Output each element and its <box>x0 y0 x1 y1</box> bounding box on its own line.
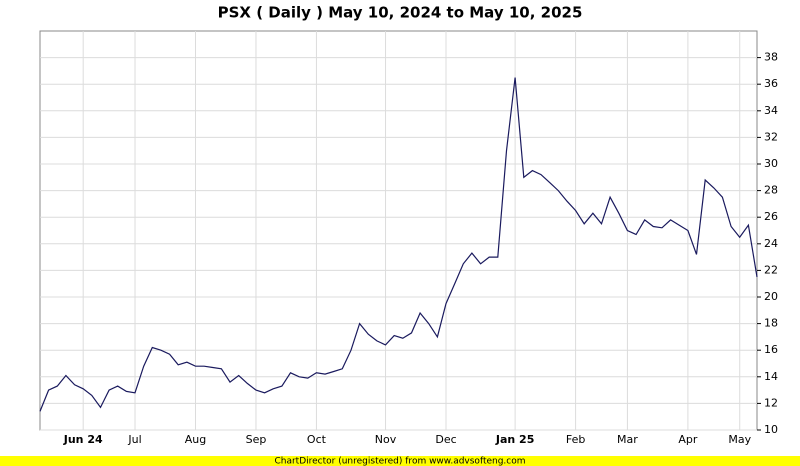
y-tick-label: 22 <box>764 263 778 276</box>
y-tick-label: 30 <box>764 157 778 170</box>
y-tick-label: 24 <box>764 237 778 250</box>
footer: ChartDirector (unregistered) from www.ad… <box>274 457 525 466</box>
chart-title: PSX ( Daily ) May 10, 2024 to May 10, 20… <box>218 4 583 22</box>
y-tick-label: 18 <box>764 317 778 330</box>
y-tick-label: 16 <box>764 343 778 356</box>
x-tick-label: Apr <box>678 433 698 446</box>
x-tick-label: Nov <box>375 433 397 446</box>
x-tick-label: Sep <box>246 433 267 446</box>
x-tick-label: Feb <box>566 433 585 446</box>
plot-area <box>39 30 758 431</box>
y-tick-label: 10 <box>764 423 778 436</box>
x-tick-label: Oct <box>307 433 327 446</box>
x-tick-label: Jan 25 <box>495 433 534 446</box>
y-tick-label: 12 <box>764 396 778 409</box>
y-tick-label: 34 <box>764 104 778 117</box>
y-tick-label: 36 <box>764 77 778 90</box>
x-tick-label: Jul <box>127 433 141 446</box>
y-tick-label: 26 <box>764 210 778 223</box>
x-tick-label: Dec <box>435 433 456 446</box>
x-tick-label: Jun 24 <box>63 433 103 446</box>
y-tick-label: 38 <box>764 51 778 64</box>
price-line <box>39 77 758 412</box>
y-tick-label: 32 <box>764 130 778 143</box>
y-tick-label: 14 <box>764 370 778 383</box>
footer-bar <box>0 456 800 466</box>
x-tick-label: Mar <box>617 433 638 446</box>
y-tick-label: 28 <box>764 184 778 197</box>
x-tick-label: Aug <box>185 433 206 446</box>
y-tick-label: 20 <box>764 290 778 303</box>
x-tick-label: May <box>728 433 751 446</box>
